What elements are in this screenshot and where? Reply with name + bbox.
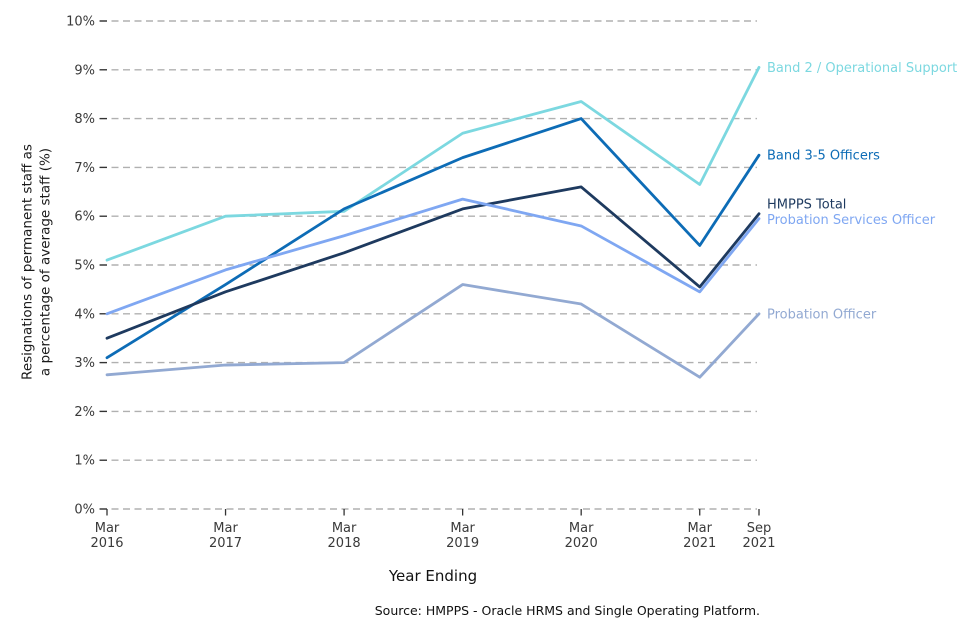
series-label-band-3-5-officers: Band 3-5 Officers bbox=[767, 149, 880, 164]
y-tick-label-8: 8% bbox=[74, 112, 95, 127]
x-tick-label-mar-2016: Mar 2016 bbox=[90, 521, 123, 551]
y-tick-label-10: 10% bbox=[66, 15, 95, 30]
series-label-hmpps-total: HMPPS Total bbox=[767, 197, 846, 212]
x-axis-title: Year Ending bbox=[388, 567, 478, 585]
y-tick-label-5: 5% bbox=[74, 259, 95, 274]
y-tick-label-3: 3% bbox=[74, 356, 95, 371]
series-line-probation-officer bbox=[105, 283, 761, 379]
y-tick-label-7: 7% bbox=[74, 161, 95, 176]
series-line-probation-services-officer bbox=[105, 197, 761, 316]
x-tick-label-mar-2020: Mar 2020 bbox=[565, 521, 598, 551]
y-tick-label-6: 6% bbox=[74, 210, 95, 225]
y-axis-title: Resignations of permanent staff as a per… bbox=[19, 144, 53, 380]
y-tick-label-1: 1% bbox=[74, 454, 95, 469]
series-label-probation-officer: Probation Officer bbox=[767, 307, 877, 322]
series-line-band-2-operational-support bbox=[105, 65, 761, 262]
series-label-band-2-operational-support: Band 2 / Operational Support bbox=[767, 61, 957, 76]
series-line-band-3-5-officers bbox=[105, 117, 761, 360]
y-tick-label-4: 4% bbox=[74, 307, 95, 322]
series-label-probation-services-officer: Probation Services Officer bbox=[767, 213, 936, 228]
x-tick-label-mar-2019: Mar 2019 bbox=[446, 521, 479, 551]
series-line-hmpps-total bbox=[105, 185, 761, 340]
y-tick-label-9: 9% bbox=[74, 63, 95, 78]
source-note: Source: HMPPS - Oracle HRMS and Single O… bbox=[374, 603, 760, 618]
x-tick-label-mar-2021: Mar 2021 bbox=[683, 521, 716, 551]
y-tick-label-0: 0% bbox=[74, 503, 95, 518]
y-tick-label-2: 2% bbox=[74, 405, 95, 420]
x-tick-label-mar-2017: Mar 2017 bbox=[209, 521, 242, 551]
x-tick-label-sep-2021: Sep 2021 bbox=[742, 521, 775, 551]
x-tick-label-mar-2018: Mar 2018 bbox=[328, 521, 361, 551]
